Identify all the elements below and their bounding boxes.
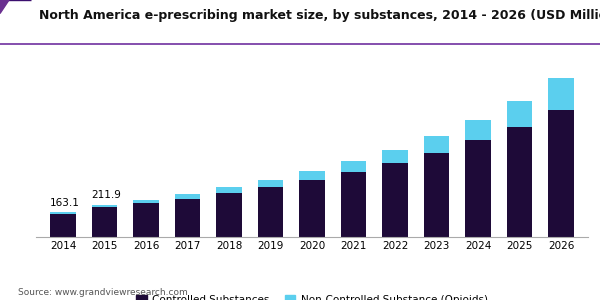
Bar [257,188,283,237]
Bar [548,110,574,237]
Bar [506,101,532,127]
Bar [50,214,76,237]
Bar [424,136,449,153]
Bar [548,78,574,110]
Bar [299,171,325,180]
Text: Source: www.grandviewresearch.com: Source: www.grandviewresearch.com [18,288,188,297]
Bar [133,203,159,237]
Bar [382,163,408,237]
Bar [216,188,242,193]
Bar [216,193,242,237]
Bar [424,153,449,237]
Legend: Controlled Substances, Non-Controlled Substance (Opioids): Controlled Substances, Non-Controlled Su… [132,291,492,300]
Text: North America e-prescribing market size, by substances, 2014 - 2026 (USD Million: North America e-prescribing market size,… [39,9,600,22]
Bar [299,180,325,237]
Bar [341,172,367,237]
Bar [92,208,118,237]
Bar [175,194,200,199]
Bar [341,161,367,172]
Bar [465,140,491,237]
Bar [133,200,159,203]
Bar [257,180,283,188]
Bar [175,199,200,237]
Bar [465,120,491,140]
Text: 163.1: 163.1 [50,198,80,208]
Bar [506,127,532,237]
Bar [382,149,408,163]
Text: 211.9: 211.9 [92,190,121,200]
Bar [50,212,76,214]
Bar [92,205,118,208]
